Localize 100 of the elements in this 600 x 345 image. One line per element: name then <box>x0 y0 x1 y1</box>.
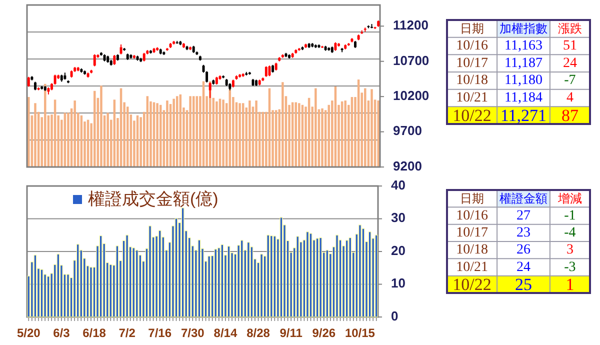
bar <box>56 254 60 318</box>
bar <box>74 100 76 167</box>
y-tick-label: 10700 <box>393 52 430 68</box>
x-tick-label: 5/20 <box>16 326 41 340</box>
bar <box>238 103 241 167</box>
y-tick-label: 10200 <box>393 88 430 104</box>
category-label: 權證金額 <box>500 192 548 206</box>
bar <box>109 264 112 318</box>
text: 10/22 <box>452 274 492 294</box>
y-tick-label: 0 <box>391 308 398 324</box>
bar <box>348 237 352 318</box>
text: 24 <box>516 260 531 275</box>
text: 10/18 <box>456 242 488 258</box>
y-tick-label: 30 <box>391 210 406 226</box>
text: 10/22 <box>452 106 492 125</box>
x-tick-label: 9/26 <box>312 326 336 340</box>
bar <box>326 250 329 318</box>
candlestick <box>27 76 30 88</box>
bar <box>298 103 300 167</box>
x-tick-label: 9/11 <box>280 326 303 340</box>
text: 10/17 <box>456 225 488 240</box>
bar <box>345 240 348 318</box>
y-tick-label: 9700 <box>393 123 422 138</box>
text: 10/17 <box>456 56 488 71</box>
y-tick-label: 11200 <box>393 18 428 33</box>
category-label: 日期 <box>460 22 484 36</box>
candlestick <box>54 74 56 86</box>
text: 23 <box>516 225 531 240</box>
bar <box>181 208 184 318</box>
bar <box>266 234 270 318</box>
text: 10/18 <box>456 73 488 88</box>
bar <box>319 237 322 318</box>
candlestick <box>208 82 212 98</box>
bar <box>76 244 80 318</box>
text: 11,184 <box>504 90 542 106</box>
text: 11,187 <box>504 56 542 71</box>
bar <box>344 100 346 167</box>
x-tick-label: 8/14 <box>214 326 238 340</box>
bar <box>106 112 109 167</box>
bar <box>158 230 162 318</box>
bar <box>156 103 158 167</box>
text: 51 <box>562 38 577 54</box>
bar <box>216 101 218 167</box>
bar <box>66 274 70 318</box>
text: 10/16 <box>456 38 488 54</box>
candlestick <box>264 66 268 78</box>
bar <box>90 266 92 318</box>
bar <box>321 108 324 167</box>
text: 1 <box>566 274 574 294</box>
bar <box>34 103 36 167</box>
bar <box>46 276 50 318</box>
bar <box>240 240 244 318</box>
text: 11,163 <box>504 38 542 54</box>
bar <box>94 90 96 167</box>
bar <box>172 98 175 167</box>
x-tick-label: 7/30 <box>180 326 205 340</box>
category-label: 增減 <box>556 192 582 206</box>
bar <box>247 242 250 318</box>
bar <box>377 100 380 167</box>
y-tick-label: 10 <box>391 276 406 291</box>
candlestick <box>113 54 116 66</box>
bar <box>314 88 317 167</box>
bar <box>336 234 338 318</box>
x-tick-label: 8/28 <box>246 326 270 340</box>
bar <box>260 254 263 318</box>
text: 24 <box>562 56 577 71</box>
text: 3 <box>566 242 574 258</box>
bar <box>135 250 138 318</box>
y-tick-label: 9200 <box>393 158 422 174</box>
x-tick-label: 10/15 <box>344 326 376 340</box>
x-tick-label: 6/18 <box>82 326 106 340</box>
text: 11,180 <box>504 73 542 88</box>
bar <box>296 236 300 318</box>
text: -3 <box>564 260 576 275</box>
y-tick-label: 40 <box>391 177 406 192</box>
text: 87 <box>561 106 579 125</box>
category-label: 日期 <box>460 192 484 206</box>
bar <box>217 248 220 318</box>
bar <box>44 84 46 167</box>
bar <box>328 104 330 167</box>
text: 11,271 <box>500 106 547 125</box>
bar <box>100 86 102 167</box>
y-tick-label: 20 <box>391 242 406 258</box>
bar <box>273 236 276 318</box>
bar <box>306 232 309 318</box>
bar <box>132 248 136 318</box>
bar <box>374 234 378 318</box>
bar <box>67 112 70 167</box>
candlestick <box>93 54 96 67</box>
bar <box>364 88 366 167</box>
bar <box>248 100 251 167</box>
bar <box>214 248 218 318</box>
bar <box>255 100 258 167</box>
bar <box>166 100 168 167</box>
bar <box>370 89 373 167</box>
bar <box>208 256 210 318</box>
bar <box>126 234 128 318</box>
text: 25 <box>515 274 532 294</box>
bar <box>222 100 224 167</box>
text: 10/21 <box>456 90 488 106</box>
